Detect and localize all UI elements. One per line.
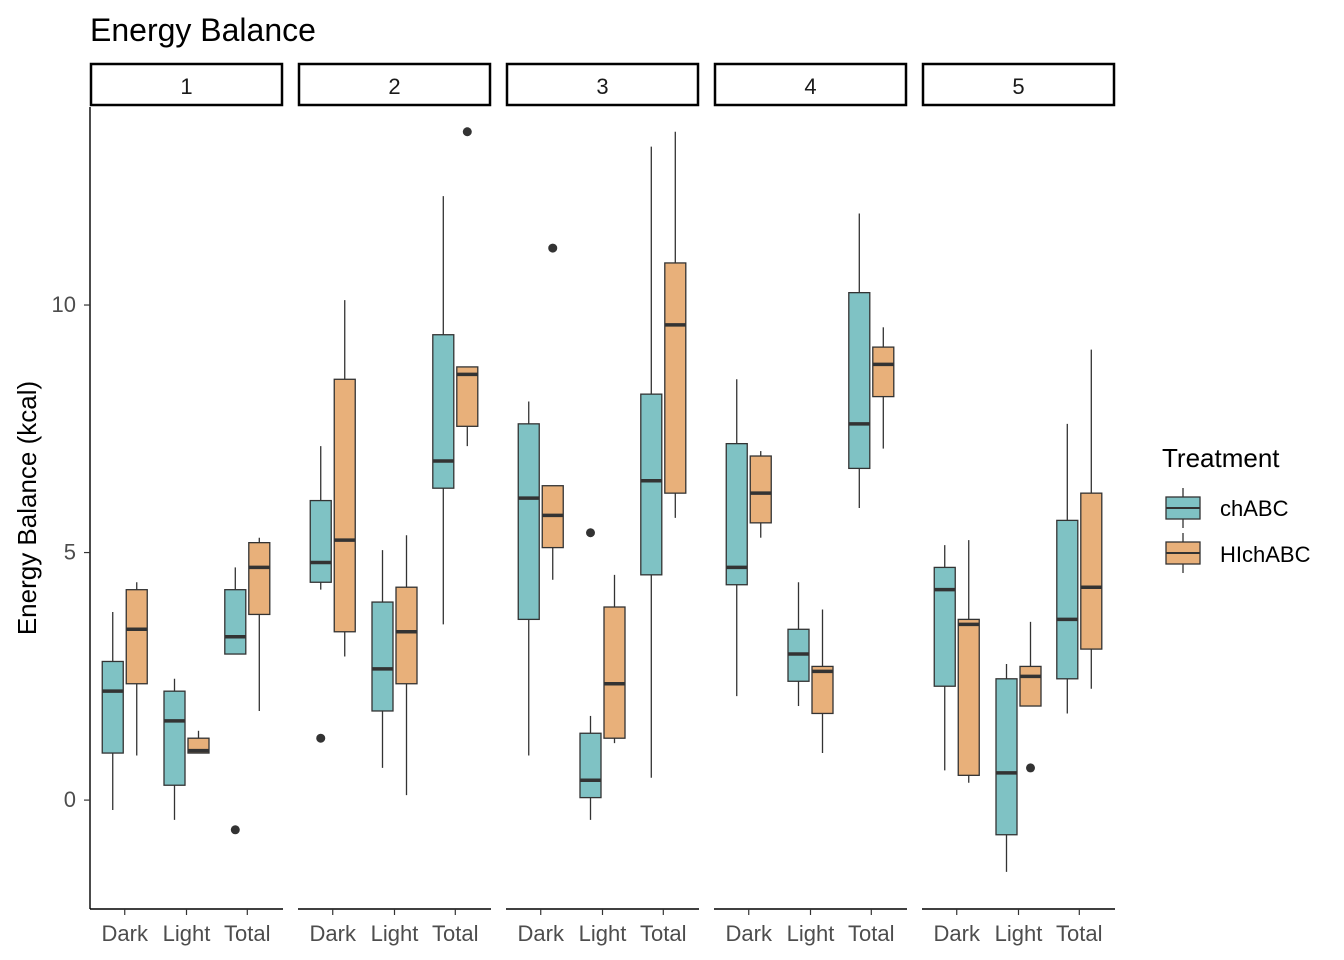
box-chabc [848,291,871,470]
box-hichabc [872,346,895,398]
x-tick-label: Light [163,921,211,946]
box-chabc [995,678,1018,836]
facet-strip-label: 3 [596,74,608,99]
chart-title: Energy Balance [90,12,316,48]
y-axis-label: Energy Balance (kcal) [12,381,42,635]
box-chabc [163,690,186,786]
facet-strip [297,62,492,107]
outlier-point [586,528,595,538]
outlier-point [462,127,472,137]
x-tick-label: Dark [934,921,981,946]
box-chabc [933,566,956,687]
x-tick-label: Light [371,921,419,946]
box-chabc [640,393,663,576]
facet-strip [713,62,908,107]
x-tick-label: Total [848,921,894,946]
outlier-point [230,825,240,835]
box-hichabc [664,262,687,494]
facet-strip [89,62,284,107]
x-tick-label: Light [995,921,1043,946]
legend: Treatment chABC HIchABC [1162,443,1311,567]
x-tick-label: Light [579,921,627,946]
x-tick-label: Light [787,921,835,946]
box-chabc [432,334,455,489]
legend-title: Treatment [1162,443,1280,473]
facet-strip [505,62,700,107]
x-tick-label: Dark [518,921,565,946]
box-hichabc [456,366,479,427]
y-tick-label: 5 [64,540,76,565]
facet-strip-label: 4 [804,74,816,99]
x-tick-label: Dark [310,921,357,946]
box-hichabc [603,606,626,739]
box-hichabc [957,618,980,776]
box-chabc [579,732,602,799]
legend-label-hichabc: HIchABC [1220,542,1311,567]
box-hichabc [811,665,834,715]
box-chabc [101,660,124,754]
box-chabc [309,499,332,583]
box-hichabc [395,586,418,685]
x-tick-label: Total [432,921,478,946]
outlier-point [316,733,326,743]
y-tick-label: 10 [52,292,76,317]
facet-strip-label: 2 [388,74,400,99]
y-tick-label: 0 [64,787,76,812]
legend-label-chabc: chABC [1220,496,1289,521]
box-chabc [371,601,394,712]
outlier-point [1026,763,1035,773]
facet-strip [921,62,1116,107]
box-hichabc [1019,665,1042,707]
box-hichabc [749,455,772,524]
box-hichabc [248,542,271,616]
box-chabc [517,423,540,621]
x-tick-label: Total [640,921,686,946]
facet-strip-label: 1 [180,74,192,99]
box-hichabc [125,589,148,685]
outlier-point [548,243,558,253]
facet-strip-label: 5 [1012,74,1024,99]
box-chabc [725,442,748,586]
box-hichabc [1080,492,1103,650]
box-hichabc [333,378,356,633]
x-tick-label: Dark [726,921,773,946]
x-tick-label: Dark [102,921,149,946]
box-chabc [224,589,247,655]
x-tick-label: Total [224,921,270,946]
x-tick-label: Total [1056,921,1102,946]
box-chabc [1056,519,1079,680]
